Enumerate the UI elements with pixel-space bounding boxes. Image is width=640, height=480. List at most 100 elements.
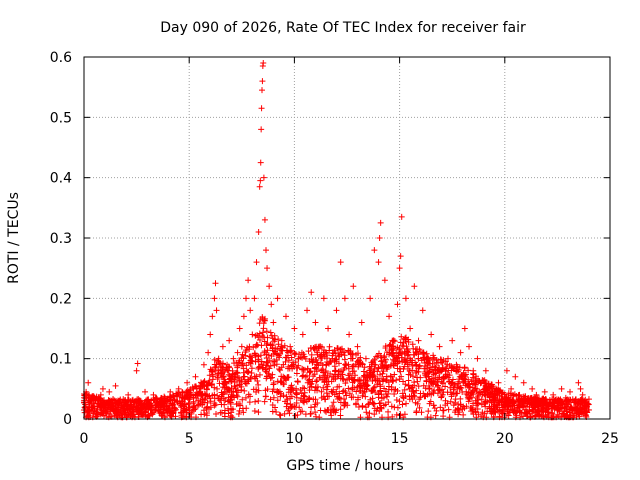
data-point (521, 396, 528, 403)
data-point (380, 402, 387, 409)
data-point (278, 364, 285, 371)
data-point (238, 378, 245, 385)
data-point (213, 410, 220, 417)
data-point (363, 374, 370, 381)
data-point (339, 375, 346, 382)
data-point (382, 358, 389, 365)
data-point (193, 385, 200, 392)
data-point (494, 402, 501, 409)
data-point (366, 400, 373, 407)
data-point (172, 413, 179, 420)
data-point (163, 406, 170, 413)
data-point (248, 369, 255, 376)
data-point (329, 389, 336, 396)
data-point (540, 405, 547, 412)
data-point (252, 398, 259, 405)
data-point (302, 355, 309, 362)
data-point (556, 408, 563, 415)
data-point (322, 369, 329, 376)
data-point (266, 283, 273, 290)
data-point (342, 380, 349, 387)
data-point (431, 363, 438, 370)
data-point (234, 374, 241, 381)
data-point (260, 325, 267, 332)
data-point (255, 387, 262, 394)
data-point (541, 399, 548, 406)
data-point (308, 404, 315, 411)
data-point (318, 388, 325, 395)
data-point (496, 413, 503, 420)
data-point (249, 331, 256, 338)
data-point (235, 410, 242, 417)
data-point (471, 381, 478, 388)
data-point (472, 375, 479, 382)
data-point (347, 349, 354, 356)
data-point (183, 391, 190, 398)
data-point (259, 78, 266, 85)
data-point (442, 383, 449, 390)
data-point (271, 358, 278, 365)
data-point (240, 313, 247, 320)
data-point (473, 388, 480, 395)
data-point (209, 313, 216, 320)
data-point (492, 385, 499, 392)
data-point (375, 350, 382, 357)
data-point (299, 331, 306, 338)
data-point (308, 351, 315, 358)
data-point (267, 329, 274, 336)
data-point (170, 401, 177, 408)
data-point (357, 361, 364, 368)
data-point (413, 374, 420, 381)
data-point (381, 277, 388, 284)
data-point (401, 386, 408, 393)
data-point (414, 378, 421, 385)
data-point (556, 403, 563, 410)
x-tick-label: 20 (496, 431, 514, 447)
data-point (253, 259, 260, 266)
data-point (222, 380, 229, 387)
data-point (571, 397, 578, 404)
data-point (409, 384, 416, 391)
data-point (173, 390, 180, 397)
data-point (377, 381, 384, 388)
data-point (371, 247, 378, 254)
data-point (391, 404, 398, 411)
data-point (236, 407, 243, 414)
data-point (427, 398, 434, 405)
data-point (122, 409, 129, 416)
data-point (293, 391, 300, 398)
data-point (110, 405, 117, 412)
data-point (153, 402, 160, 409)
data-point (281, 410, 288, 417)
data-point (245, 378, 252, 385)
data-point (352, 401, 359, 408)
data-point (311, 346, 318, 353)
data-point (277, 351, 284, 358)
data-point (431, 387, 438, 394)
data-point (346, 331, 353, 338)
data-point (269, 388, 276, 395)
data-point (358, 319, 365, 326)
data-point (344, 376, 351, 383)
data-point (424, 370, 431, 377)
data-point (371, 405, 378, 412)
data-point (224, 385, 231, 392)
data-point (153, 396, 160, 403)
data-point (438, 394, 445, 401)
data-point (201, 399, 208, 406)
data-point (369, 388, 376, 395)
data-point (326, 359, 333, 366)
data-point (335, 371, 342, 378)
data-point (544, 409, 551, 416)
data-point (234, 349, 241, 356)
data-point (257, 177, 264, 184)
data-point (505, 412, 512, 419)
data-point (224, 361, 231, 368)
data-point (111, 405, 118, 412)
data-point (439, 407, 446, 414)
data-point (377, 219, 384, 226)
data-point (138, 411, 145, 418)
data-point (340, 395, 347, 402)
data-point (228, 373, 235, 380)
data-point (222, 388, 229, 395)
